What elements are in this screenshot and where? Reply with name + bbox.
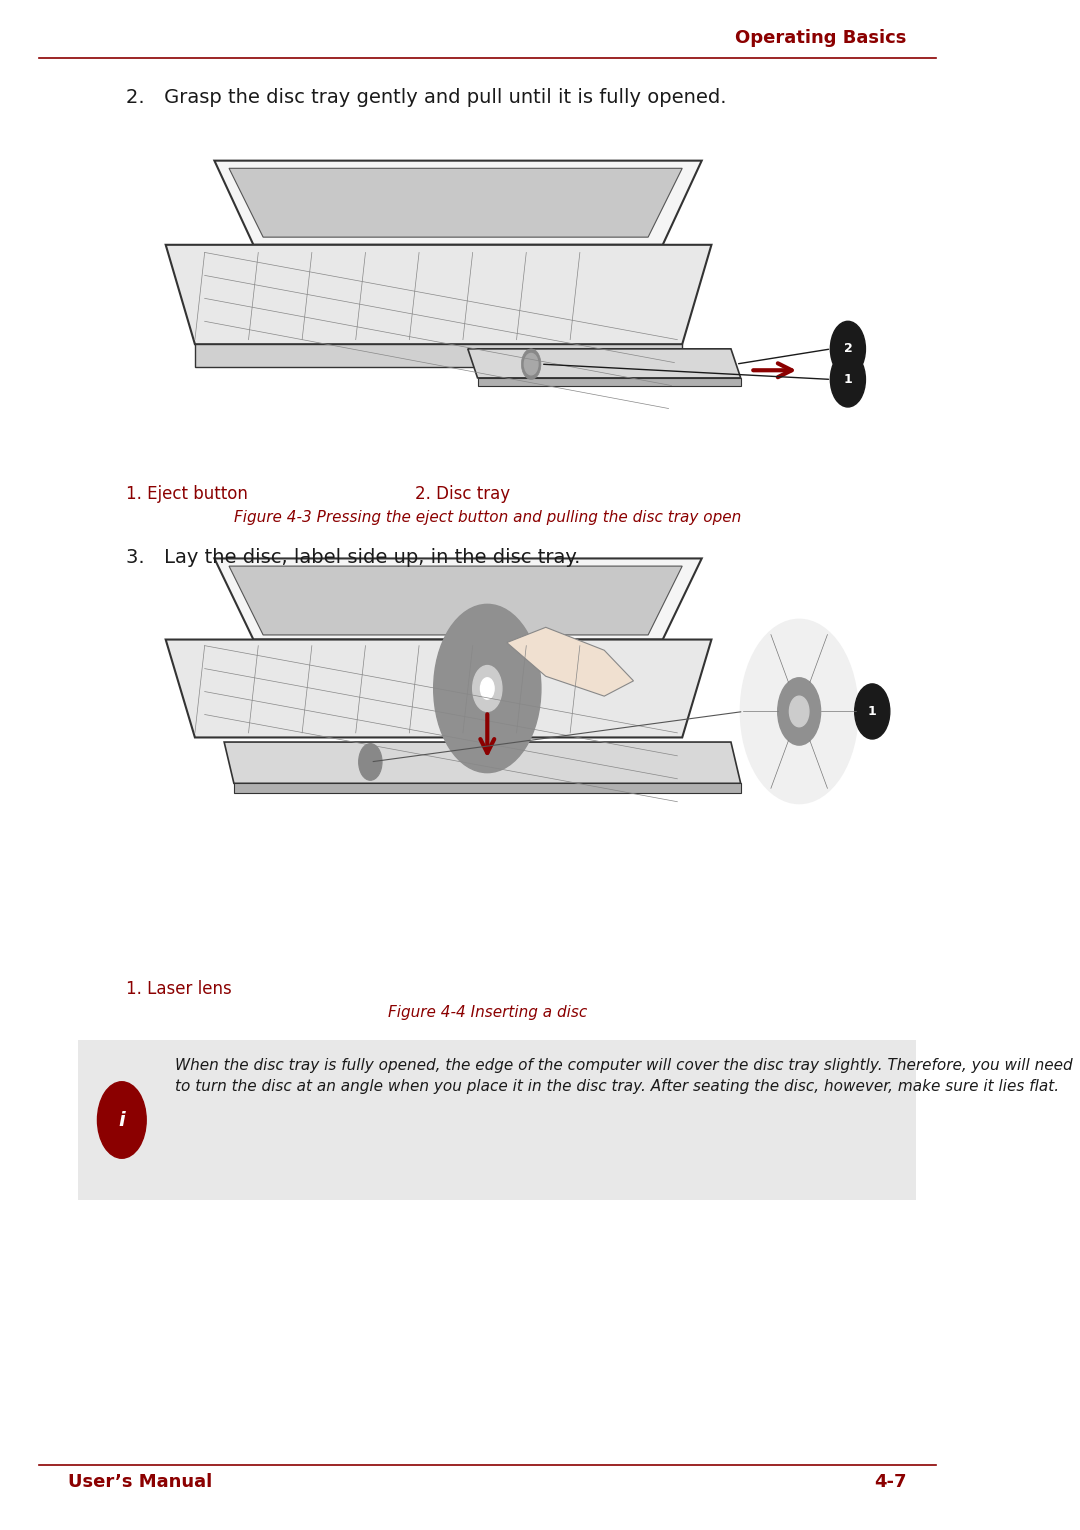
Text: User’s Manual: User’s Manual	[68, 1473, 212, 1492]
Text: 4-7: 4-7	[874, 1473, 906, 1492]
Text: 1: 1	[868, 705, 877, 718]
Circle shape	[831, 352, 865, 407]
Circle shape	[789, 696, 809, 727]
Circle shape	[741, 620, 858, 803]
Text: i: i	[119, 1111, 125, 1129]
Text: 3. Lay the disc, label side up, in the disc tray.: 3. Lay the disc, label side up, in the d…	[126, 548, 581, 568]
Polygon shape	[229, 168, 683, 237]
Polygon shape	[165, 640, 712, 737]
Circle shape	[524, 353, 538, 375]
Polygon shape	[215, 558, 702, 640]
Polygon shape	[234, 783, 741, 793]
Text: 1. Eject button: 1. Eject button	[126, 485, 248, 503]
Circle shape	[778, 678, 821, 745]
Text: When the disc tray is fully opened, the edge of the computer will cover the disc: When the disc tray is fully opened, the …	[175, 1059, 1074, 1094]
Circle shape	[831, 321, 865, 376]
Polygon shape	[477, 378, 741, 386]
Circle shape	[854, 684, 890, 739]
Polygon shape	[468, 349, 741, 378]
Text: 2. Grasp the disc tray gently and pull until it is fully opened.: 2. Grasp the disc tray gently and pull u…	[126, 89, 727, 107]
Polygon shape	[229, 566, 683, 635]
Circle shape	[434, 604, 541, 773]
Circle shape	[359, 744, 382, 780]
Text: 1. Laser lens: 1. Laser lens	[126, 981, 232, 998]
Text: Operating Basics: Operating Basics	[735, 29, 906, 47]
Circle shape	[473, 666, 502, 711]
Text: Figure 4-4 Inserting a disc: Figure 4-4 Inserting a disc	[388, 1005, 586, 1021]
Text: 1: 1	[843, 373, 852, 386]
Text: 2: 2	[843, 343, 852, 355]
Polygon shape	[507, 627, 634, 696]
Polygon shape	[225, 742, 741, 783]
Circle shape	[97, 1082, 146, 1158]
Polygon shape	[165, 245, 712, 344]
Circle shape	[481, 678, 495, 699]
Circle shape	[522, 349, 541, 379]
Text: 2. Disc tray: 2. Disc tray	[415, 485, 510, 503]
FancyBboxPatch shape	[78, 1040, 916, 1200]
Polygon shape	[215, 161, 702, 245]
Text: Figure 4-3 Pressing the eject button and pulling the disc tray open: Figure 4-3 Pressing the eject button and…	[233, 509, 741, 525]
Polygon shape	[194, 344, 683, 367]
